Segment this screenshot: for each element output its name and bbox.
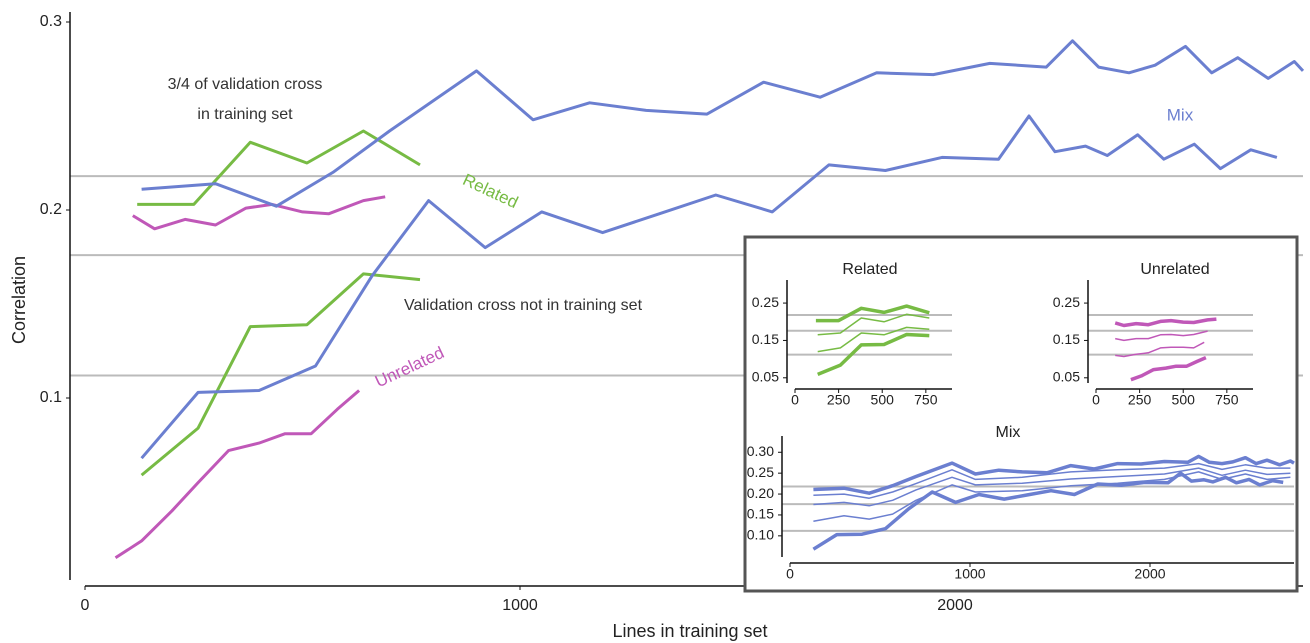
chart-title: Related	[842, 261, 897, 278]
series-line	[1114, 317, 1217, 328]
x-axis-label: Lines in training set	[612, 621, 767, 641]
series-line	[1115, 330, 1208, 342]
series-line	[812, 471, 1284, 551]
y-tick-label: 0.20	[747, 485, 774, 501]
inset-frame	[743, 235, 1299, 593]
x-tick-label: 500	[871, 392, 895, 408]
y-tick-label: 0.05	[1053, 368, 1080, 384]
x-tick-label: 2000	[937, 597, 973, 614]
series-line	[114, 389, 361, 560]
y-tick-label: 0.10	[747, 527, 774, 543]
x-tick-label: 750	[1215, 392, 1239, 408]
y-tick-label: 0.1	[40, 389, 62, 406]
series-line	[813, 462, 1291, 499]
y-tick-label: 0.3	[40, 13, 62, 30]
y-tick-label: 0.2	[40, 201, 62, 218]
y-tick-label: 0.30	[747, 443, 774, 459]
y-tick-label: 0.15	[1053, 331, 1080, 347]
x-tick-label: 1000	[954, 566, 985, 582]
y-tick-label: 0.25	[752, 294, 779, 310]
annotation: in training set	[197, 106, 293, 123]
series-line	[1130, 355, 1207, 382]
series-line	[132, 195, 386, 231]
x-tick-label: 250	[1128, 392, 1152, 408]
series-line	[817, 332, 930, 377]
chart-title: Mix	[996, 424, 1021, 441]
series-line	[140, 114, 1278, 460]
y-tick-label: 0.15	[747, 506, 774, 522]
x-tick-label: 500	[1172, 392, 1196, 408]
chart-title: Unrelated	[1140, 261, 1209, 278]
series-line	[141, 39, 1305, 208]
y-axis-label: Correlation	[9, 256, 29, 344]
series-line	[813, 454, 1295, 495]
annotation: Validation cross not in training set	[404, 297, 643, 314]
y-tick-label: 0.25	[1053, 294, 1080, 310]
y-tick-label: 0.25	[747, 464, 774, 480]
x-tick-label: 2000	[1134, 566, 1165, 582]
series-line	[817, 313, 930, 336]
series-line	[813, 467, 1291, 507]
x-tick-label: 0	[1092, 392, 1100, 408]
x-tick-label: 1000	[502, 597, 538, 614]
y-tick-label: 0.15	[752, 331, 779, 347]
y-tick-label: 0.05	[752, 368, 779, 384]
series-label: Unrelated	[372, 343, 447, 391]
annotation: 3/4 of validation cross	[168, 76, 323, 93]
inset-panel: 0.05 0.15 0.25 0 250 500 750 Related 0.05 0.15 0.2…	[743, 235, 1299, 593]
x-tick-label: 0	[81, 597, 90, 614]
x-tick-label: 250	[827, 392, 851, 408]
series-label: Mix	[1167, 105, 1194, 124]
series-line	[1115, 341, 1205, 358]
x-tick-label: 0	[791, 392, 799, 408]
x-tick-label: 750	[914, 392, 938, 408]
series-line	[817, 326, 930, 353]
series-line	[137, 129, 421, 206]
series-line	[813, 471, 1291, 522]
series-line	[815, 304, 930, 323]
x-tick-label: 0	[786, 566, 794, 582]
